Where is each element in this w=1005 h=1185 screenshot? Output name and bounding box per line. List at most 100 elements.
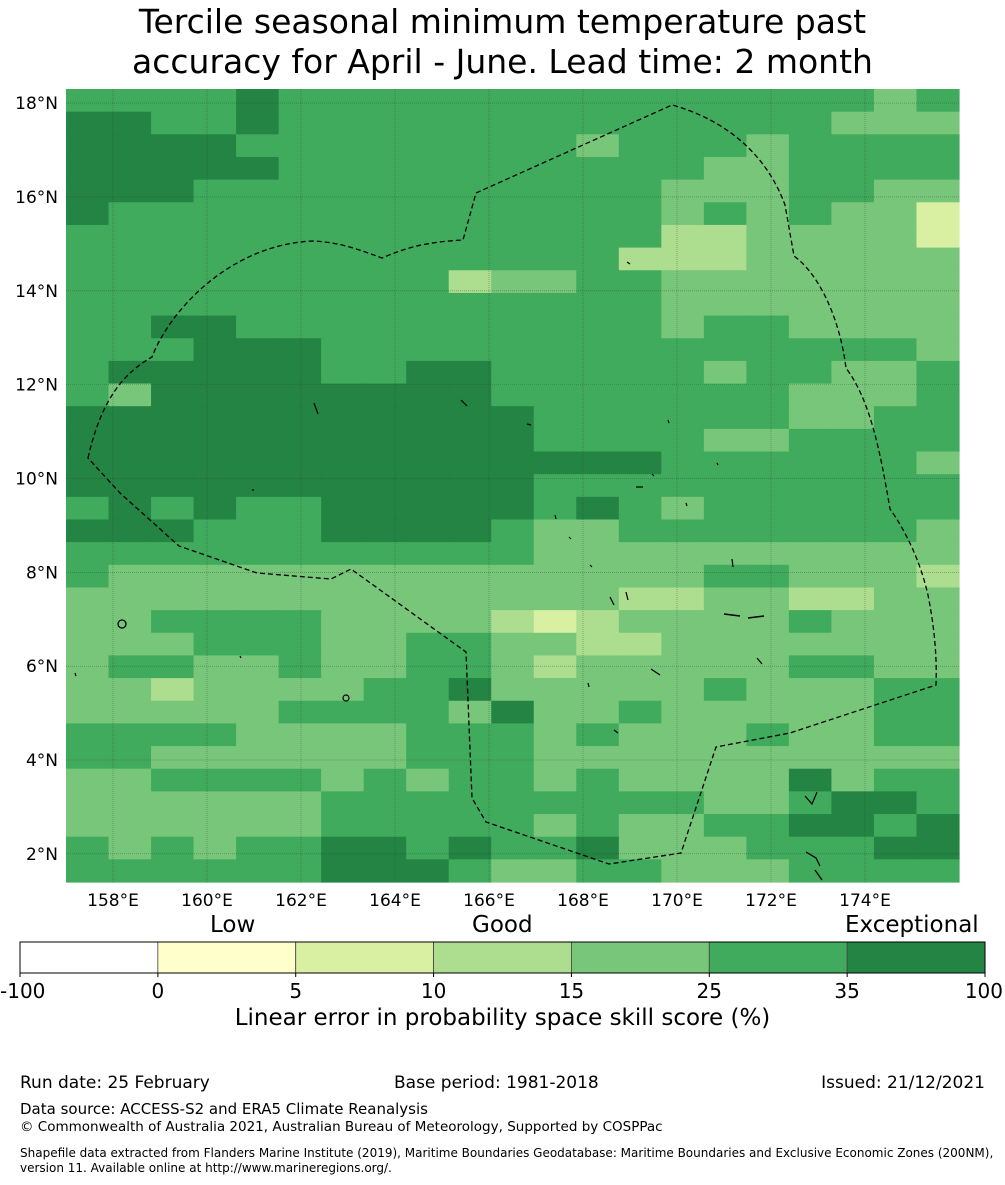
skill-cell	[491, 859, 535, 883]
skill-cell	[151, 202, 195, 226]
skill-cell	[661, 315, 705, 339]
skill-cell	[108, 111, 152, 135]
skill-cell	[618, 247, 662, 271]
island	[804, 791, 818, 806]
skill-cell	[916, 428, 960, 453]
skill-cell	[533, 474, 577, 498]
skill-cell	[236, 224, 280, 249]
skill-cell	[406, 224, 450, 249]
skill-cell	[916, 678, 960, 702]
skill-cell	[363, 700, 407, 724]
skill-cell	[363, 655, 407, 679]
island	[609, 591, 629, 606]
skill-cell	[746, 632, 790, 657]
skill-cell	[873, 678, 918, 702]
skill-cell	[491, 156, 535, 181]
skill-cell	[151, 791, 195, 815]
skill-cell	[448, 632, 492, 657]
skill-cell	[618, 292, 662, 317]
skill-cell	[661, 156, 705, 181]
skill-cell	[321, 383, 365, 407]
skill-cell	[406, 270, 450, 294]
skill-cell	[618, 859, 662, 883]
skill-cell	[491, 383, 535, 407]
skill-cell	[363, 360, 407, 385]
skill-cell	[661, 292, 705, 317]
skill-cell	[533, 179, 577, 203]
skill-cell	[66, 156, 110, 181]
skill-cell	[661, 814, 705, 838]
skill-cell	[363, 678, 407, 702]
skill-cell	[491, 338, 535, 362]
skill-cell	[66, 610, 110, 634]
skill-cell	[151, 247, 195, 271]
skill-cell	[703, 383, 747, 407]
skill-cell	[108, 156, 152, 181]
skill-cell	[448, 156, 492, 181]
skill-cell	[576, 360, 620, 385]
skill-cell	[831, 859, 875, 883]
skill-cell	[278, 111, 322, 135]
skill-cell	[746, 111, 790, 135]
skill-cell	[491, 587, 535, 611]
skill-cell	[108, 587, 152, 611]
skill-cell	[831, 723, 875, 747]
skill-cell	[618, 496, 662, 521]
skill-cell	[236, 723, 280, 747]
skill-cell	[831, 383, 875, 407]
skill-cell	[788, 836, 833, 860]
skill-cell	[916, 723, 960, 747]
skill-cell	[618, 768, 662, 792]
skill-cell	[193, 655, 237, 679]
skill-cell	[491, 564, 535, 589]
skill-cell	[406, 292, 450, 317]
skill-cell	[151, 89, 195, 113]
skill-cell	[788, 360, 833, 385]
skill-cell	[788, 587, 833, 611]
skill-cell	[873, 632, 918, 657]
skill-cell	[406, 134, 450, 158]
skill-cell	[406, 859, 450, 883]
skill-cell	[746, 542, 790, 566]
skill-cell	[236, 859, 280, 883]
skill-cell	[363, 224, 407, 249]
colorbar-tick-label: 35	[834, 979, 859, 1003]
island	[756, 657, 763, 665]
skill-cell	[576, 89, 620, 113]
skill-cell	[618, 474, 662, 498]
skill-cell	[321, 496, 365, 521]
skill-cell	[151, 315, 195, 339]
skill-cell	[321, 791, 365, 815]
skill-cell	[873, 270, 918, 294]
skill-cell	[363, 587, 407, 611]
skill-cell	[278, 202, 322, 226]
skill-cell	[703, 700, 747, 724]
skill-cell	[151, 179, 195, 203]
skill-cell	[151, 564, 195, 589]
skill-cell	[618, 89, 662, 113]
skill-cell	[661, 610, 705, 634]
skill-cell	[703, 338, 747, 362]
skill-cell	[193, 111, 237, 135]
skill-cell	[661, 179, 705, 203]
skill-cell	[321, 156, 365, 181]
skill-cell	[448, 89, 492, 113]
skill-cell	[491, 632, 535, 657]
skill-cell	[236, 360, 280, 385]
skill-cell	[491, 791, 535, 815]
skill-cell	[448, 859, 492, 883]
skill-cell	[321, 360, 365, 385]
skill-cell	[788, 179, 833, 203]
skill-cell	[406, 814, 450, 838]
latitude-axis: 18°N 16°N 14°N 12°N 10°N 8°N 6°N 4°N 2°N	[15, 94, 58, 865]
skill-cell	[491, 496, 535, 521]
skill-cell	[703, 428, 747, 453]
skill-cell	[193, 542, 237, 566]
skill-cell	[321, 247, 365, 271]
skill-cell	[448, 678, 492, 702]
skill-cell	[66, 247, 110, 271]
longitude-axis: 158°E 160°E 162°E 164°E 166°E 168°E 170°E 172°E…	[87, 891, 891, 911]
skill-cell	[321, 655, 365, 679]
skill-cell	[108, 270, 152, 294]
skill-cell	[193, 723, 237, 747]
